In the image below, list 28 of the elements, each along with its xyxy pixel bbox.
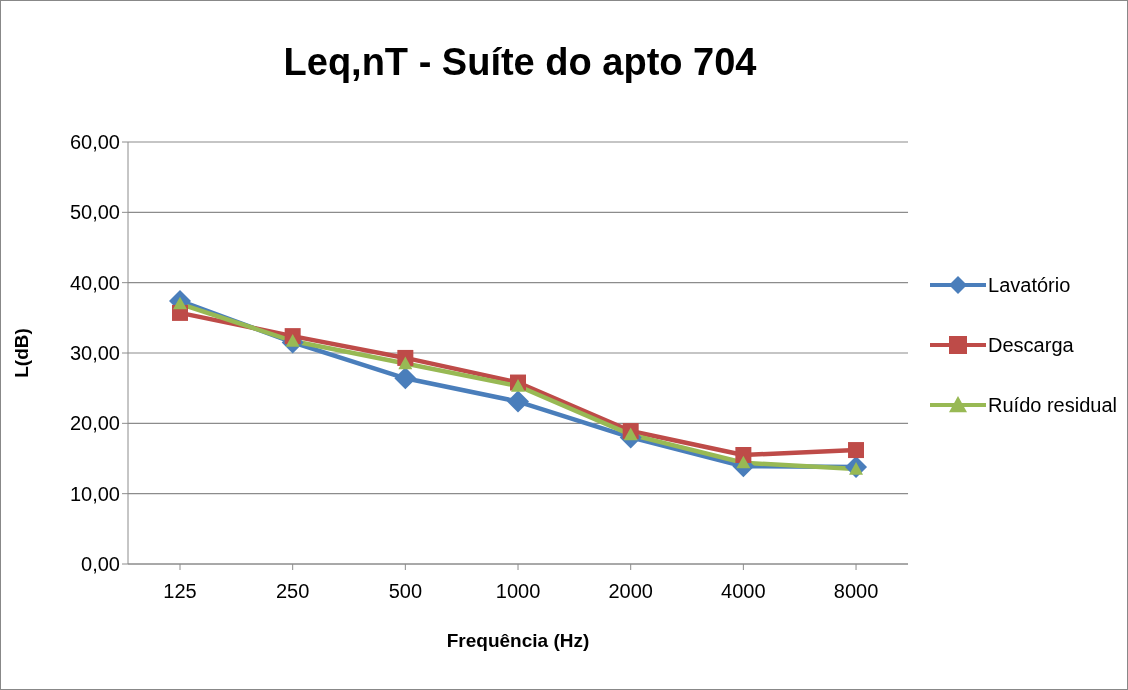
point (507, 390, 530, 413)
legend-label: Lavatório (988, 273, 1071, 297)
point (398, 356, 413, 370)
point (394, 367, 417, 390)
point (623, 427, 638, 441)
x-tick-label: 125 (163, 580, 197, 603)
chart-title: Leq,nT - Suíte do apto 704 (282, 41, 758, 84)
y-tick-label: 30,00 (69, 342, 120, 365)
y-axis-title: L(dB) (10, 328, 32, 378)
y-tick-label: 60,00 (69, 131, 120, 154)
x-tick-label: 1000 (495, 580, 541, 603)
x-tick-label: 2000 (608, 580, 653, 603)
point (736, 455, 751, 469)
y-tick-label: 40,00 (69, 271, 120, 294)
y-tick-label: 0,00 (81, 553, 120, 576)
legend-label: Ruído residual (988, 393, 1117, 417)
x-tick-label: 8000 (833, 580, 879, 603)
legend-label: Descarga (988, 333, 1074, 357)
y-tick-label: 10,00 (69, 482, 120, 505)
x-tick-label: 250 (275, 580, 310, 603)
y-tick-label: 20,00 (69, 412, 120, 435)
x-tick-label: 500 (388, 580, 423, 603)
point (285, 334, 300, 347)
point (848, 442, 865, 459)
point (511, 379, 526, 392)
y-tick-label: 50,00 (69, 201, 120, 224)
x-axis-title: Frequência (Hz) (446, 630, 590, 652)
x-tick-label: 4000 (721, 580, 766, 603)
